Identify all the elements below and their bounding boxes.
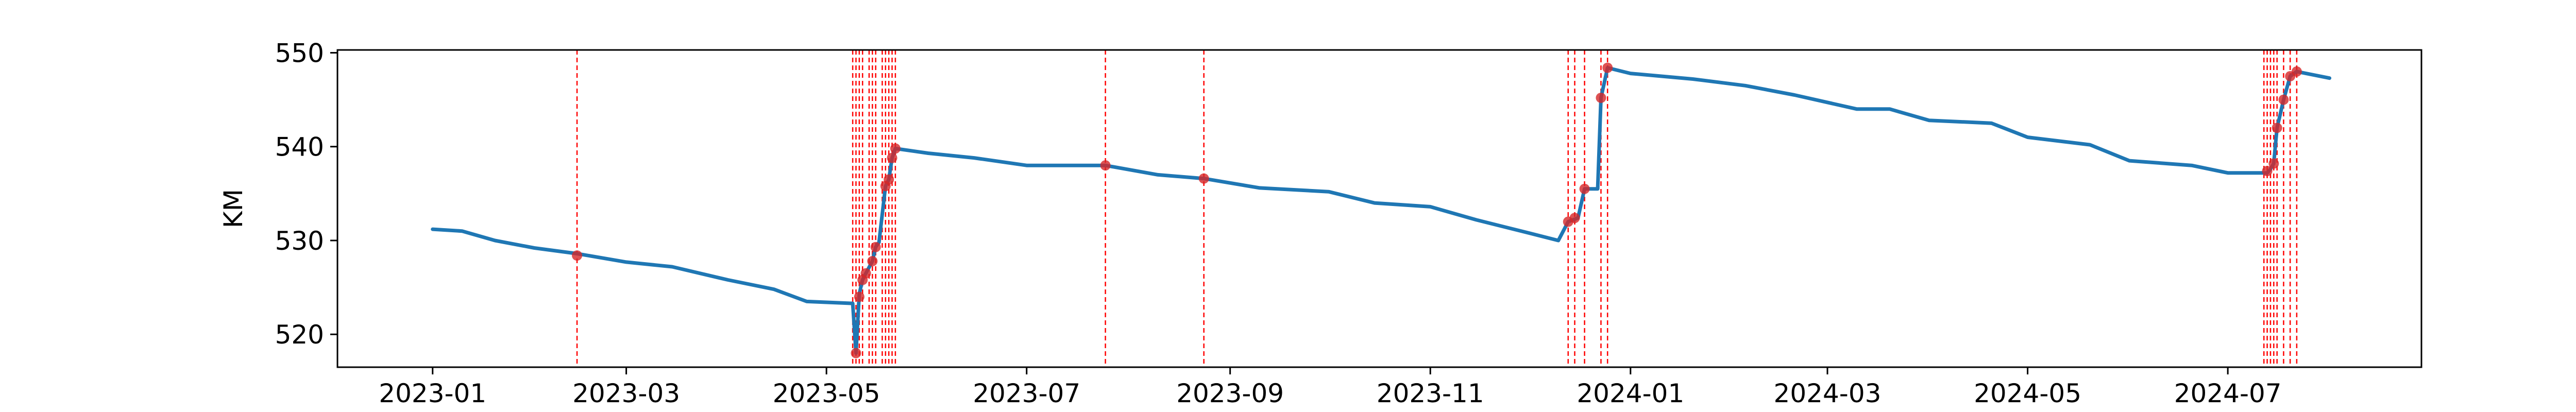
- event-marker-11: [1100, 160, 1111, 171]
- event-marker-10: [890, 143, 901, 154]
- x-tick-label-6: 2024-01: [1577, 379, 1684, 408]
- event-marker-15: [1579, 183, 1590, 194]
- event-marker-12: [1198, 173, 1209, 184]
- event-marker-19: [2268, 158, 2279, 169]
- event-marker-4: [860, 268, 871, 279]
- plot-frame: [336, 49, 2422, 368]
- event-marker-21: [2278, 94, 2289, 105]
- event-markers: [572, 62, 2302, 358]
- event-marker-16: [1596, 92, 1606, 103]
- event-marker-8: [884, 174, 894, 185]
- event-marker-23: [2291, 66, 2302, 77]
- event-marker-17: [1602, 62, 1613, 73]
- event-marker-2: [854, 291, 865, 302]
- event-marker-6: [870, 242, 881, 252]
- y-tick-label-1: 530: [275, 226, 324, 256]
- x-tick-label-9: 2024-07: [2174, 379, 2282, 408]
- x-tick-label-5: 2023-11: [1377, 379, 1484, 408]
- event-marker-9: [887, 152, 897, 163]
- event-marker-18: [2262, 166, 2273, 177]
- x-tick-label-0: 2023-01: [379, 379, 486, 408]
- series-line-layer: [431, 66, 2332, 355]
- x-tick-label-7: 2024-03: [1774, 379, 1882, 408]
- x-tick-label-1: 2023-03: [572, 379, 680, 408]
- x-tick-label-4: 2023-09: [1176, 379, 1284, 408]
- event-marker-5: [867, 256, 878, 267]
- y-tick-label-0: 520: [275, 320, 324, 350]
- event-marker-1: [851, 348, 861, 358]
- y-axis: 520 530 540 550: [275, 38, 337, 350]
- event-vlines: [576, 50, 2298, 367]
- x-tick-label-3: 2023-07: [973, 379, 1080, 408]
- x-tick-label-2: 2023-05: [773, 379, 880, 408]
- event-marker-20: [2272, 123, 2282, 133]
- event-marker-0: [572, 250, 583, 261]
- y-tick-label-3: 550: [275, 38, 324, 68]
- event-marker-14: [1569, 213, 1580, 224]
- series-line-0: [431, 66, 2332, 355]
- x-tick-label-8: 2024-05: [1974, 379, 2081, 408]
- x-axis: 2023-01 2023-03 2023-05 2023-07 2023-09 2023-…: [379, 367, 2282, 408]
- y-tick-label-2: 540: [275, 132, 324, 162]
- y-axis-label: KM: [218, 189, 248, 228]
